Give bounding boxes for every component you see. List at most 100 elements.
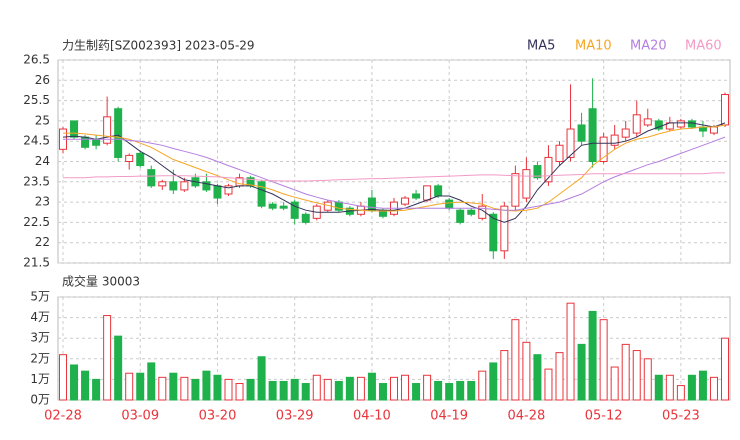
volume-bar [423, 374, 432, 401]
x-tick-label: 03-29 [276, 409, 314, 424]
volume-bar [367, 372, 376, 401]
volume-bar [180, 376, 189, 401]
candle-body [687, 120, 696, 128]
candle-body [533, 165, 542, 179]
candle-body [456, 209, 465, 223]
x-tick-label: 04-10 [353, 409, 391, 424]
candle-body [257, 181, 266, 207]
candle-body [577, 124, 586, 142]
candle-body [500, 205, 509, 252]
candle-body [169, 181, 178, 191]
volume-bar [390, 376, 398, 401]
volume-bar [500, 350, 509, 401]
legend-entry: MA60 [685, 39, 722, 54]
volume-bar [301, 383, 310, 401]
candle-body [268, 203, 277, 209]
y-tick-label: 24.5 [23, 134, 50, 148]
volume-bar [158, 376, 167, 401]
volume-bar [643, 358, 652, 401]
volume-bar [467, 380, 476, 401]
x-tick-label: 05-23 [662, 409, 700, 424]
volume-bar [169, 372, 178, 401]
candle-body [621, 128, 630, 138]
volume-bar [92, 378, 101, 401]
volume-bar [290, 378, 299, 401]
volume-bar [511, 319, 520, 401]
volume-bar [114, 335, 123, 401]
volume-bar [191, 378, 200, 401]
volume-bar [566, 302, 575, 401]
candle-body [676, 120, 685, 128]
volume-bar [235, 383, 244, 401]
candle-body [301, 213, 310, 223]
candle-body [566, 128, 575, 158]
volume-bar [632, 350, 641, 401]
candle-body [654, 120, 663, 130]
candle-body [279, 205, 288, 209]
candle-body [423, 185, 432, 201]
y-tick-label: 21.5 [23, 256, 50, 270]
volume-bar [213, 374, 222, 401]
candle-body [588, 108, 597, 162]
candle-body [367, 197, 376, 211]
x-tick-label: 04-28 [508, 409, 546, 424]
y-tick-label: 26 [35, 73, 50, 87]
volume-bar [555, 352, 564, 401]
volume-tick-label: 1万 [30, 372, 50, 386]
candle-body [103, 116, 112, 144]
volume-bar [323, 378, 332, 401]
volume-bar [698, 370, 707, 401]
candle-body [202, 181, 211, 191]
candle-body [180, 181, 189, 191]
candle-body [92, 138, 101, 146]
volume-bar [81, 370, 90, 401]
candle-body [643, 118, 652, 126]
volume-bar [202, 370, 211, 401]
volume-tick-label: 5万 [30, 290, 50, 304]
candle-body [114, 108, 123, 158]
volume-bar [312, 374, 321, 401]
candle-body [290, 201, 299, 219]
volume-bar [246, 378, 255, 401]
candle-body [224, 185, 233, 195]
candle-body [136, 152, 145, 167]
volume-bar [610, 366, 619, 401]
candle-body [511, 173, 520, 207]
candle-body [412, 193, 421, 199]
volume-bar [687, 374, 696, 401]
candle-body [147, 169, 156, 187]
volume-bar [224, 378, 233, 401]
ma-line [63, 136, 726, 211]
volume-bar [279, 380, 288, 401]
y-tick-label: 22 [35, 235, 50, 249]
candle-body [599, 136, 608, 162]
volume-bar [533, 354, 542, 401]
volume-bar [676, 385, 685, 401]
x-tick-label: 02-28 [44, 409, 82, 424]
x-tick-label: 03-09 [121, 409, 159, 424]
legend-entry: MA20 [630, 39, 667, 54]
volume-bar [522, 341, 531, 401]
volume-tick-label: 3万 [30, 331, 50, 345]
ma-line [63, 124, 726, 212]
volume-tick-label: 0万 [30, 393, 50, 407]
volume-bar [125, 372, 134, 401]
ma-line [62, 122, 726, 223]
volume-bar [621, 343, 630, 401]
y-tick-label: 22.5 [23, 215, 50, 229]
candle-body [721, 94, 729, 126]
volume-bar [401, 374, 410, 401]
volume-bar [588, 310, 597, 401]
volume-bar [544, 368, 553, 401]
volume-bar [345, 376, 354, 401]
volume-bar [445, 383, 454, 401]
volume-bar [489, 362, 498, 401]
candle-body [158, 181, 167, 187]
volume-bar [334, 380, 343, 401]
volume-bar [147, 362, 156, 401]
candle-body [467, 209, 476, 215]
candle-body [610, 134, 619, 146]
volume-bar [456, 380, 465, 401]
